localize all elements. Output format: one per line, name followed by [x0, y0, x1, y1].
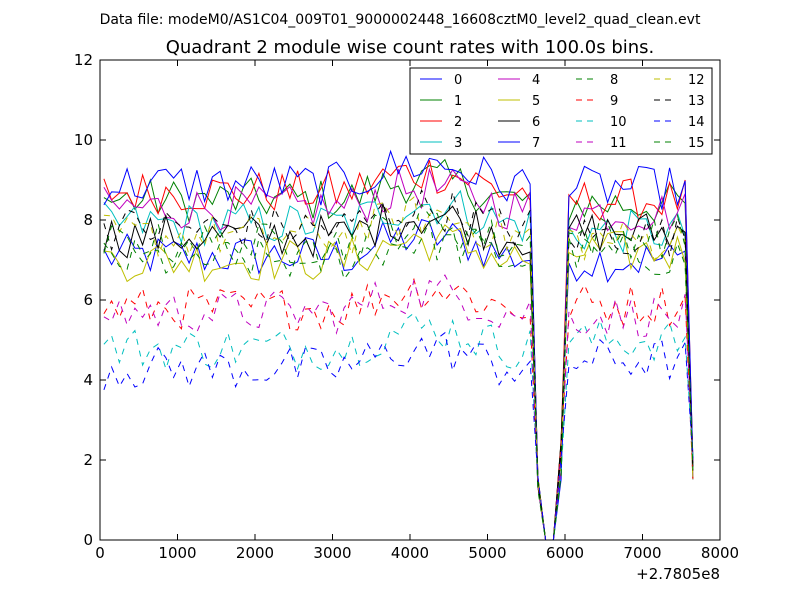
legend-label-4: 4 [532, 73, 540, 88]
y-tick-label: 10 [74, 131, 93, 149]
series-line-14 [103, 331, 694, 541]
legend-label-1: 1 [454, 94, 462, 109]
series-line-1 [103, 158, 694, 541]
x-offset-label: +2.7805e8 [636, 565, 720, 583]
series-line-13 [103, 188, 694, 541]
series-layer [103, 149, 694, 541]
legend-label-9: 9 [610, 94, 618, 109]
series-line-12 [103, 196, 694, 541]
chart-suptitle: Data file: modeM0/AS1C04_009T01_90000024… [100, 12, 701, 28]
legend-label-15: 15 [688, 136, 705, 151]
legend-label-14: 14 [688, 115, 705, 130]
legend-label-3: 3 [454, 136, 462, 151]
series-line-7 [103, 149, 694, 541]
y-tick-label: 6 [83, 291, 93, 309]
legend-box [409, 67, 713, 155]
x-tick-label: 5000 [468, 544, 506, 562]
series-line-6 [103, 203, 694, 541]
legend-label-13: 13 [688, 94, 705, 109]
legend-label-0: 0 [454, 73, 462, 88]
x-tick-label: 3000 [313, 544, 351, 562]
series-line-15 [103, 203, 694, 541]
series-line-2 [103, 160, 694, 541]
axes-layer: 0 1000 2000 3000 4000 5000 6000 7000 80000246810… [74, 51, 739, 562]
x-tick-label: 4000 [391, 544, 429, 562]
x-tick-label: 8000 [701, 544, 739, 562]
legend-label-2: 2 [454, 115, 462, 130]
y-tick-label: 12 [74, 51, 93, 69]
series-line-10 [103, 312, 694, 541]
x-tick-label: 7000 [623, 544, 661, 562]
legend-label-8: 8 [610, 73, 618, 88]
series-line-5 [103, 224, 694, 541]
series-line-8 [103, 219, 694, 541]
series-line-4 [103, 167, 694, 541]
legend-label-12: 12 [688, 73, 705, 88]
x-tick-label: 6000 [546, 544, 584, 562]
legend-label-5: 5 [532, 94, 540, 109]
legend-label-7: 7 [532, 136, 540, 151]
legend-label-6: 6 [532, 115, 540, 130]
x-tick-label: 2000 [236, 544, 274, 562]
x-tick-label: 1000 [158, 544, 196, 562]
x-tick-label: 0 [95, 544, 105, 562]
legend-label-10: 10 [610, 115, 627, 130]
y-tick-label: 4 [83, 371, 93, 389]
y-tick-label: 2 [83, 451, 93, 469]
y-tick-label: 0 [83, 531, 93, 549]
y-tick-label: 8 [83, 211, 93, 229]
series-line-0 [103, 218, 694, 541]
series-line-11 [103, 274, 694, 541]
legend-label-11: 11 [610, 136, 627, 151]
chart-title: Quadrant 2 module wise count rates with … [166, 37, 655, 58]
series-line-9 [103, 277, 694, 541]
